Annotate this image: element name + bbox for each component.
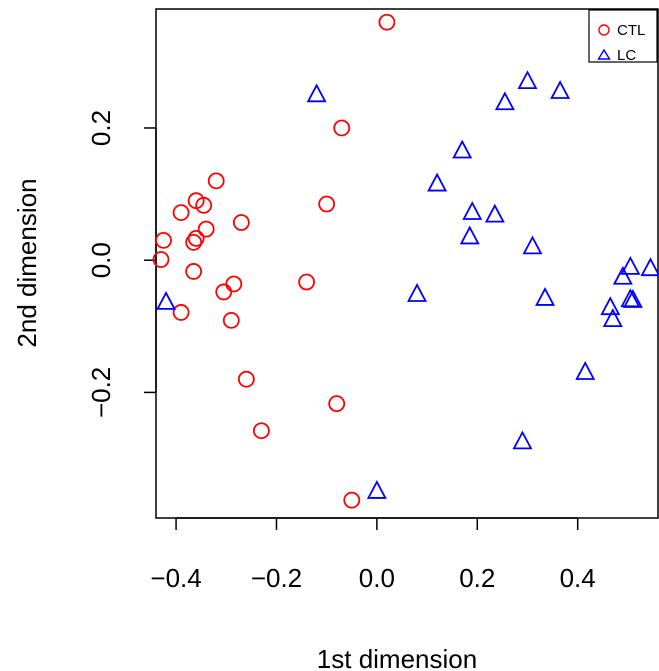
plot-frame bbox=[155, 8, 659, 519]
lc-point bbox=[512, 430, 533, 450]
lc-point bbox=[459, 225, 480, 245]
lc-point bbox=[484, 203, 505, 223]
ctl-point bbox=[185, 233, 203, 251]
lc-point bbox=[620, 255, 641, 275]
legend-box bbox=[588, 9, 658, 63]
ctl-point bbox=[232, 214, 250, 231]
y-axis-title: 2nd dimension bbox=[12, 178, 42, 347]
ctl-point bbox=[195, 196, 213, 214]
lc-point bbox=[427, 172, 448, 192]
lc-point bbox=[640, 257, 659, 277]
ctl-point bbox=[172, 304, 190, 321]
ctl-point bbox=[197, 220, 215, 238]
legend-lc-label: LC bbox=[617, 47, 636, 64]
y-axis: −0.2 0.0 0.2 bbox=[86, 110, 157, 418]
lc-point bbox=[407, 283, 428, 302]
x-tick-label: 0.4 bbox=[560, 563, 596, 593]
ctl-point bbox=[298, 273, 316, 291]
lc-point bbox=[306, 83, 327, 103]
x-axis-title: 1st dimension bbox=[317, 644, 477, 671]
y-tick-label: 0.2 bbox=[86, 110, 116, 146]
lc-point bbox=[452, 139, 473, 159]
y-tick-label: −0.2 bbox=[86, 367, 116, 418]
ctl-point bbox=[222, 311, 240, 329]
lc-point bbox=[575, 361, 596, 380]
lc-point bbox=[600, 296, 621, 316]
ctl-point bbox=[187, 229, 205, 247]
lc-point bbox=[622, 288, 643, 308]
ctl-point bbox=[155, 231, 172, 249]
lc-point bbox=[602, 308, 623, 327]
x-tick-label: −0.2 bbox=[251, 563, 302, 593]
ctl-point bbox=[333, 119, 351, 137]
x-tick-label: 0.0 bbox=[359, 563, 395, 593]
ctl-point bbox=[328, 395, 346, 413]
y-tick-label: 0.0 bbox=[86, 242, 116, 278]
lc-point bbox=[550, 80, 571, 99]
x-tick-label: −0.4 bbox=[150, 563, 201, 593]
lc-point bbox=[535, 287, 556, 306]
ctl-point bbox=[152, 251, 170, 268]
legend-ctl-label: CTL bbox=[617, 22, 645, 39]
legend: CTL LC bbox=[588, 9, 658, 64]
ctl-point bbox=[225, 275, 243, 293]
x-axis: −0.4 −0.2 0.0 0.2 0.4 bbox=[150, 517, 596, 593]
legend-ctl-marker bbox=[598, 24, 610, 36]
lc-point bbox=[462, 201, 483, 220]
ctl-point bbox=[343, 491, 361, 509]
lc-point bbox=[156, 290, 177, 310]
ctl-point bbox=[207, 172, 225, 190]
ctl-point bbox=[237, 370, 255, 388]
lc-point bbox=[522, 235, 543, 255]
lc-point bbox=[494, 91, 515, 111]
ctl-point bbox=[215, 283, 233, 301]
lc-point bbox=[366, 480, 387, 499]
legend-lc-marker bbox=[597, 48, 611, 60]
lc-point bbox=[517, 70, 538, 90]
lc-point bbox=[612, 265, 633, 285]
ctl-point bbox=[318, 195, 336, 213]
ctl-point bbox=[378, 13, 396, 31]
ctl-point bbox=[185, 263, 203, 280]
ctl-point bbox=[253, 422, 270, 440]
x-tick-label: 0.2 bbox=[459, 563, 495, 593]
ctl-point bbox=[172, 204, 190, 222]
data-points bbox=[152, 13, 659, 509]
